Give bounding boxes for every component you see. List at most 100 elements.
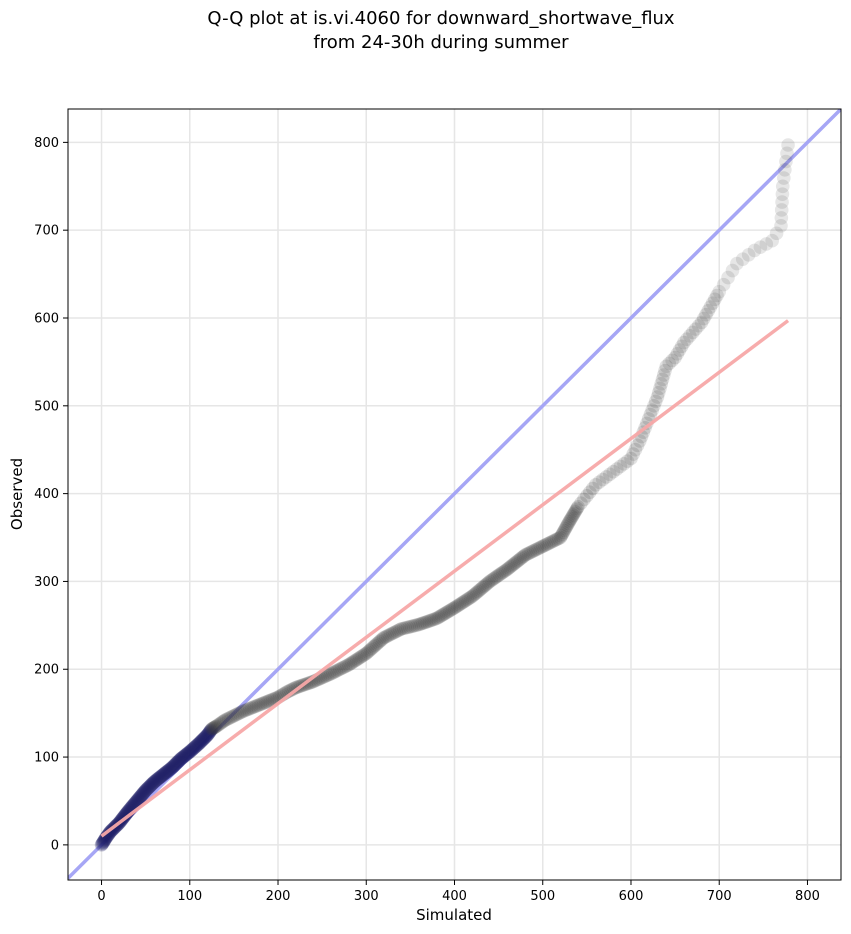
qq-point-161 (212, 717, 226, 732)
qq-point-59 (133, 790, 148, 804)
qq-point-225 (324, 666, 338, 681)
qq-point-153 (204, 723, 219, 737)
qq-point-356 (539, 537, 554, 552)
qq-point-366 (555, 527, 570, 541)
qq-point-399 (626, 447, 640, 461)
qq-point-176 (237, 703, 252, 718)
qq-point-350 (528, 543, 543, 557)
qq-point-439 (710, 288, 724, 303)
qq-point-352 (532, 541, 547, 555)
qq-point-301 (452, 597, 467, 612)
qq-point-282 (421, 614, 435, 629)
qq-point-459 (778, 162, 792, 177)
qq-point-454 (774, 203, 789, 217)
qq-point-56 (131, 792, 145, 807)
qq-point-430 (688, 322, 703, 336)
qq-point-278 (414, 617, 428, 631)
qq-point-365 (554, 528, 569, 543)
qq-point-230 (332, 662, 347, 677)
qq-point-252 (368, 638, 382, 653)
qq-point-237 (345, 655, 359, 670)
qq-point-144 (198, 730, 213, 745)
qq-point-424 (672, 343, 687, 357)
qq-point-85 (152, 771, 167, 785)
qq-point-140 (195, 733, 210, 748)
qq-point-369 (558, 521, 573, 536)
qq-point-283 (422, 613, 437, 628)
qq-point-317 (477, 579, 491, 594)
qq-point-294 (441, 604, 455, 619)
x-tick-label-1: 100 (177, 889, 202, 904)
qq-point-147 (200, 728, 215, 742)
qq-point-130 (187, 740, 202, 755)
qq-point-325 (489, 570, 504, 584)
qq-point-432 (694, 315, 709, 330)
qq-point-53 (129, 794, 143, 809)
qq-point-259 (378, 629, 393, 644)
qq-point-116 (176, 750, 191, 764)
qq-point-251 (366, 640, 381, 654)
qq-point-441 (716, 277, 731, 292)
qq-point-136 (192, 736, 207, 750)
qq-point-274 (406, 619, 421, 633)
qq-point-38 (119, 807, 133, 821)
qq-point-239 (348, 653, 362, 668)
qq-point-249 (363, 642, 378, 657)
qq-point-149 (201, 726, 216, 741)
qq-point-156 (206, 721, 221, 735)
qq-point-462 (781, 138, 795, 152)
qq-point-390 (595, 472, 610, 487)
qq-point-289 (433, 609, 447, 624)
qq-point-455 (775, 195, 789, 209)
qq-point-281 (419, 615, 434, 629)
qq-point-339 (510, 554, 525, 568)
qq-point-442 (721, 270, 735, 285)
qq-point-188 (258, 695, 273, 710)
qq-point-410 (647, 399, 661, 413)
qq-point-5 (97, 833, 112, 848)
qq-point-338 (509, 555, 524, 569)
qq-point-391 (599, 470, 614, 484)
qq-point-429 (685, 325, 700, 340)
qq-point-108 (170, 755, 185, 770)
qq-point-131 (188, 739, 203, 754)
qq-point-80 (148, 774, 163, 788)
qq-point-370 (559, 520, 574, 534)
qq-point-326 (491, 569, 505, 583)
qq-point-107 (169, 756, 184, 771)
qq-point-340 (512, 552, 527, 567)
qq-point-258 (377, 630, 391, 645)
qq-point-159 (209, 719, 224, 734)
qq-point-172 (230, 707, 245, 721)
qq-point-378 (567, 506, 581, 521)
qq-point-190 (262, 694, 276, 708)
qq-point-13 (102, 826, 116, 841)
qq-point-267 (392, 622, 407, 637)
qq-point-261 (382, 628, 397, 642)
qq-point-296 (444, 602, 459, 617)
qq-point-117 (177, 749, 191, 764)
qq-point-359 (544, 535, 559, 549)
qq-point-135 (191, 737, 206, 751)
qq-point-88 (154, 769, 169, 783)
qq-point-306 (460, 592, 475, 607)
qq-point-177 (239, 703, 254, 717)
qq-point-70 (141, 781, 155, 796)
qq-point-375 (564, 511, 578, 526)
x-tick-label-6: 600 (619, 889, 644, 904)
qq-point-96 (161, 763, 175, 778)
qq-point-125 (183, 744, 198, 758)
y-tick-label-3: 300 (34, 575, 59, 590)
qq-point-448 (753, 240, 768, 254)
qq-point-328 (494, 566, 508, 581)
qq-point-420 (662, 356, 677, 371)
qq-point-141 (196, 732, 210, 747)
identity-line (68, 109, 841, 880)
qq-point-186 (255, 696, 269, 711)
qq-point-113 (174, 752, 188, 766)
qq-point-419 (659, 359, 674, 374)
qq-point-322 (484, 573, 499, 588)
qq-point-284 (424, 613, 439, 627)
qq-point-332 (500, 562, 515, 576)
